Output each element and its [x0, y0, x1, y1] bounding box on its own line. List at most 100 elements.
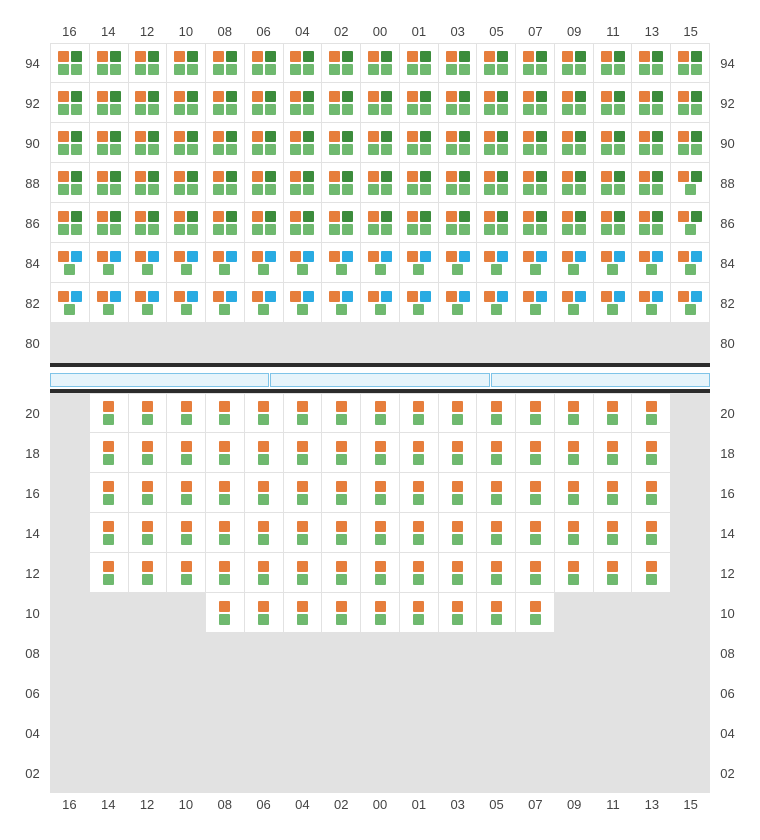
unit-square: [413, 401, 424, 412]
unit-cell: [632, 553, 671, 593]
unit-cell: [361, 123, 400, 163]
empty-cell: [477, 323, 516, 363]
column-label: 10: [166, 793, 205, 816]
unit-square: [290, 64, 301, 75]
unit-cell: [50, 203, 90, 243]
empty-cell: [671, 713, 710, 753]
unit-square: [678, 211, 689, 222]
unit-square: [601, 64, 612, 75]
unit-square: [523, 224, 534, 235]
unit-cell: [129, 553, 168, 593]
row-label-right: 12: [710, 553, 745, 593]
unit-square: [446, 64, 457, 75]
unit-cell: [245, 513, 284, 553]
unit-square: [226, 171, 237, 182]
unit-square: [530, 601, 541, 612]
unit-cell: [555, 433, 594, 473]
unit-square: [219, 601, 230, 612]
unit-cell: [516, 593, 555, 633]
unit-square: [58, 224, 69, 235]
unit-square: [336, 414, 347, 425]
row-label-right: 94: [710, 43, 745, 83]
empty-cell: [206, 713, 245, 753]
unit-cell: [594, 283, 633, 323]
unit-cell: [516, 83, 555, 123]
unit-square: [71, 224, 82, 235]
unit-square: [420, 131, 431, 142]
unit-square: [336, 441, 347, 452]
unit-square: [252, 51, 263, 62]
unit-square: [187, 171, 198, 182]
unit-cell: [555, 123, 594, 163]
empty-cell: [400, 323, 439, 363]
unit-square: [601, 184, 612, 195]
unit-cell: [632, 513, 671, 553]
unit-square: [491, 481, 502, 492]
empty-cell: [90, 323, 129, 363]
unit-square: [297, 574, 308, 585]
unit-square: [258, 614, 269, 625]
empty-cell: [477, 753, 516, 793]
unit-square: [97, 104, 108, 115]
row-label-left: 90: [15, 123, 50, 163]
unit-square: [290, 51, 301, 62]
unit-square: [497, 91, 508, 102]
unit-square: [491, 414, 502, 425]
unit-square: [678, 131, 689, 142]
unit-cell: [245, 203, 284, 243]
unit-cell: [400, 433, 439, 473]
column-label: 08: [205, 20, 244, 43]
unit-square: [646, 264, 657, 275]
unit-square: [446, 144, 457, 155]
unit-cell: [322, 393, 361, 433]
unit-square: [536, 184, 547, 195]
unit-cell: [284, 243, 323, 283]
unit-square: [607, 481, 618, 492]
unit-square: [148, 251, 159, 262]
row-label-right: 04: [710, 713, 745, 753]
unit-square: [58, 131, 69, 142]
empty-cell: [129, 323, 168, 363]
unit-square: [71, 131, 82, 142]
unit-cell: [245, 433, 284, 473]
unit-square: [71, 251, 82, 262]
row-label-left: 86: [15, 203, 50, 243]
column-label: 09: [555, 20, 594, 43]
empty-cell: [594, 593, 633, 633]
unit-square: [303, 51, 314, 62]
unit-cell: [516, 283, 555, 323]
unit-cell: [50, 43, 90, 83]
empty-cell: [206, 633, 245, 673]
unit-square: [575, 184, 586, 195]
unit-square: [575, 104, 586, 115]
unit-square: [226, 131, 237, 142]
unit-square: [568, 414, 579, 425]
unit-square: [71, 51, 82, 62]
unit-square: [652, 104, 663, 115]
unit-square: [297, 481, 308, 492]
unit-square: [691, 131, 702, 142]
unit-square: [646, 441, 657, 452]
row-label-left: 88: [15, 163, 50, 203]
empty-cell: [671, 753, 710, 793]
unit-square: [678, 251, 689, 262]
unit-square: [142, 521, 153, 532]
unit-cell: [284, 553, 323, 593]
row-label-right: 88: [710, 163, 745, 203]
unit-square: [142, 401, 153, 412]
unit-square: [219, 561, 230, 572]
row-label-left: 82: [15, 283, 50, 323]
unit-cell: [129, 83, 168, 123]
unit-square: [135, 171, 146, 182]
unit-square: [181, 454, 192, 465]
unit-square: [97, 64, 108, 75]
empty-cell: [361, 323, 400, 363]
unit-square: [174, 291, 185, 302]
unit-cell: [555, 43, 594, 83]
unit-square: [135, 251, 146, 262]
unit-square: [491, 264, 502, 275]
unit-square: [187, 211, 198, 222]
empty-cell: [129, 593, 168, 633]
unit-square: [329, 131, 340, 142]
unit-square: [375, 601, 386, 612]
